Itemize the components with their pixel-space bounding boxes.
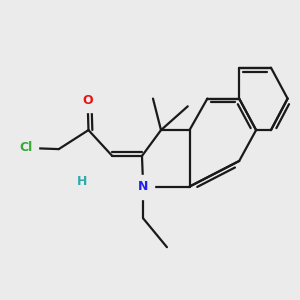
Text: N: N xyxy=(138,180,148,193)
Text: O: O xyxy=(82,94,93,107)
Text: Cl: Cl xyxy=(20,141,33,154)
Text: H: H xyxy=(77,175,88,188)
